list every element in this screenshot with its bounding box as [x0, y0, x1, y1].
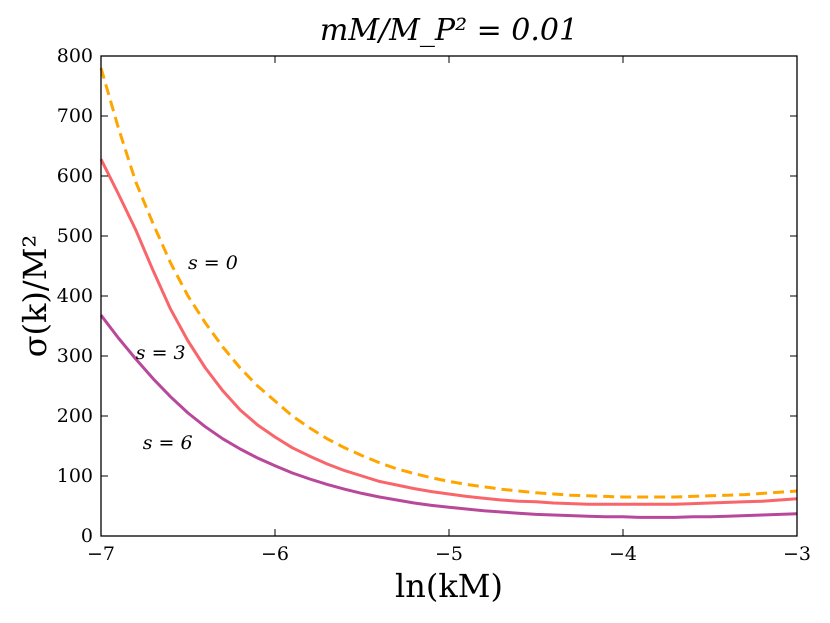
- x-tick-label: −6: [261, 543, 289, 565]
- y-tick-label: 200: [57, 405, 93, 427]
- series-line-s-3: [99, 158, 798, 506]
- series-annotations: s = 0 s = 3 s = 6: [136, 252, 238, 454]
- series-line-s-0: [99, 67, 798, 499]
- series-line-s-6: [99, 314, 798, 519]
- x-tick-label: −5: [435, 543, 463, 565]
- y-tick-label: 800: [57, 45, 93, 67]
- y-tick-label: 600: [57, 165, 93, 187]
- series-annotation: s = 6: [143, 432, 193, 454]
- x-axis-label: ln(kM): [395, 567, 503, 605]
- x-tick-label: −7: [87, 543, 115, 565]
- x-tick-label: −4: [609, 543, 637, 565]
- chart-title: mM/M_P² = 0.01: [320, 13, 578, 48]
- axis-ticks: −7 −6 −5 −4 −3 0 100 200 300 400 500 600 700 800: [57, 45, 811, 565]
- y-tick-label: 0: [81, 525, 93, 547]
- y-tick-label: 400: [57, 285, 93, 307]
- y-tick-label: 700: [57, 105, 93, 127]
- series-lines: [99, 67, 798, 519]
- plot-frame: [100, 55, 798, 537]
- y-tick-label: 300: [57, 345, 93, 367]
- x-tick-label: −3: [783, 543, 811, 565]
- series-annotation: s = 3: [136, 342, 186, 364]
- y-tick-label: 100: [57, 465, 93, 487]
- series-annotation: s = 0: [188, 252, 238, 274]
- y-axis-label: σ(k)/M²: [16, 235, 54, 358]
- y-tick-label: 500: [57, 225, 93, 247]
